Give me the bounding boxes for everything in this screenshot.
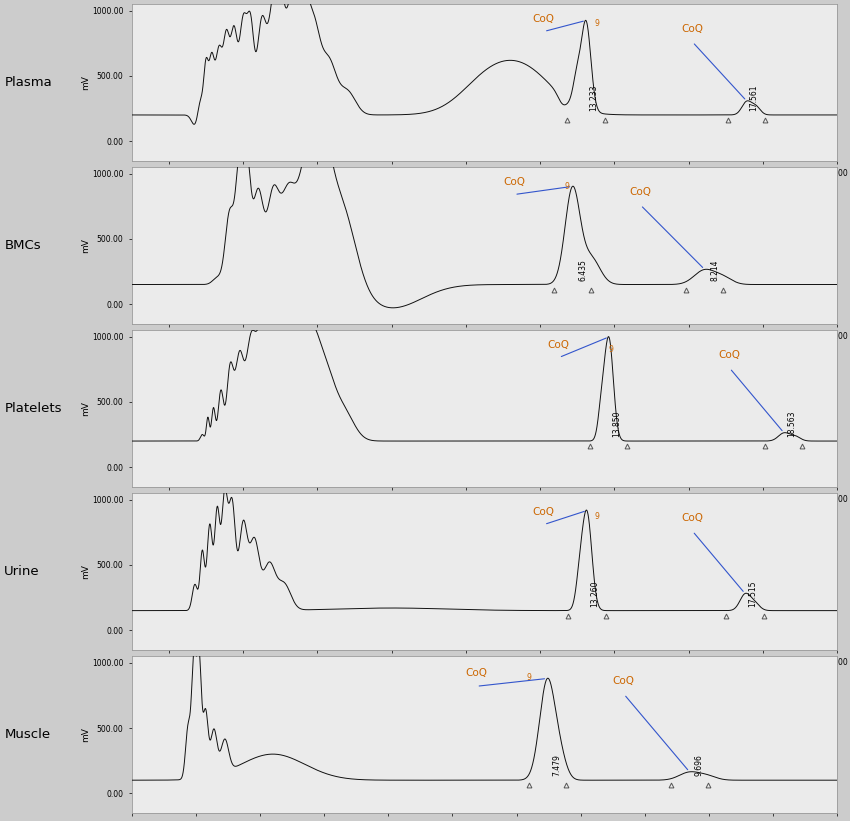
Text: 9.696: 9.696 [694,754,704,777]
Text: CoQ: CoQ [682,513,703,523]
Text: 9: 9 [526,673,531,682]
Text: 8.214: 8.214 [711,259,720,281]
X-axis label: Minutes: Minutes [467,342,502,351]
Text: 17.561: 17.561 [750,85,759,111]
Text: 17.515: 17.515 [748,580,757,607]
X-axis label: Minutes: Minutes [467,668,502,677]
Text: CoQ: CoQ [682,24,703,34]
Text: CoQ: CoQ [533,14,555,24]
Text: 18.563: 18.563 [787,410,796,437]
X-axis label: Minutes: Minutes [467,506,502,515]
Text: 7.479: 7.479 [552,754,561,777]
Y-axis label: mV: mV [82,75,91,89]
Text: Platelets: Platelets [4,402,62,415]
Text: Muscle: Muscle [4,728,50,741]
Text: CoQ: CoQ [547,340,570,350]
Text: CoQ: CoQ [613,677,635,686]
Text: 9: 9 [594,511,599,521]
X-axis label: Minutes: Minutes [467,179,502,188]
Text: CoQ: CoQ [718,351,740,360]
Text: CoQ: CoQ [465,668,487,678]
Text: 13.850: 13.850 [612,410,620,437]
Y-axis label: mV: mV [82,401,91,416]
Text: 9: 9 [609,345,614,354]
Text: BMCs: BMCs [4,239,41,252]
Text: 13.233: 13.233 [589,85,598,111]
Y-axis label: mV: mV [82,727,91,742]
Text: 9: 9 [594,19,599,28]
Text: 13.260: 13.260 [590,580,599,607]
Text: CoQ: CoQ [629,187,651,197]
Text: Urine: Urine [4,565,40,578]
Y-axis label: mV: mV [82,238,91,253]
Y-axis label: mV: mV [82,564,91,579]
Text: CoQ: CoQ [533,507,555,516]
Text: CoQ: CoQ [503,177,525,186]
Text: 9: 9 [564,181,570,190]
Text: 6.435: 6.435 [579,259,587,281]
Text: Plasma: Plasma [4,76,52,89]
